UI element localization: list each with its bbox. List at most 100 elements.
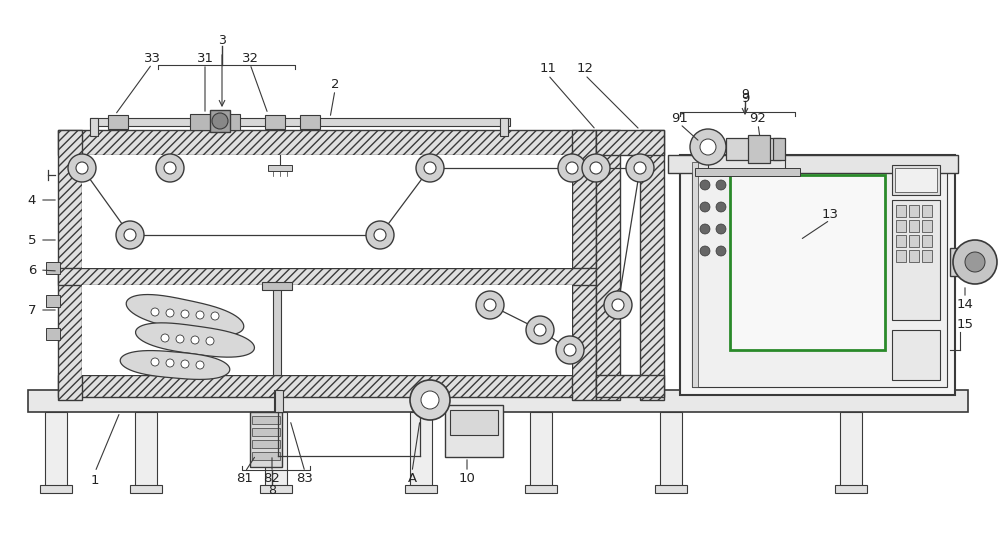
Bar (840, 412, 862, 487)
Bar (45, 412, 67, 487)
Bar (835, 485, 867, 493)
Bar (265, 115, 285, 129)
Bar (300, 115, 320, 129)
Circle shape (484, 299, 496, 311)
Bar (692, 162, 698, 387)
Bar (668, 155, 958, 173)
Text: 11: 11 (540, 61, 556, 74)
Bar (922, 250, 932, 262)
Circle shape (76, 162, 88, 174)
Bar (410, 412, 432, 487)
Circle shape (700, 180, 710, 190)
Bar (748, 135, 770, 163)
Bar (273, 285, 281, 375)
Circle shape (716, 202, 726, 212)
Bar (135, 412, 157, 487)
Circle shape (211, 312, 219, 320)
Bar (892, 200, 940, 320)
Bar (82, 155, 572, 268)
Circle shape (410, 380, 450, 420)
Circle shape (68, 154, 96, 182)
Text: 32: 32 (242, 52, 258, 65)
Bar (909, 220, 919, 232)
Circle shape (161, 334, 169, 342)
Bar (572, 130, 596, 400)
Bar (90, 118, 98, 136)
Bar (596, 130, 620, 400)
Circle shape (953, 240, 997, 284)
Bar (892, 330, 940, 380)
Bar (252, 452, 280, 460)
Bar (726, 138, 781, 160)
Text: 33: 33 (144, 52, 160, 65)
Bar (660, 412, 682, 487)
Polygon shape (126, 294, 244, 335)
Bar (695, 168, 800, 176)
Circle shape (416, 154, 444, 182)
Bar (922, 220, 932, 232)
Circle shape (700, 224, 710, 234)
Circle shape (564, 344, 576, 356)
Circle shape (700, 202, 710, 212)
Bar (405, 485, 437, 493)
Circle shape (181, 360, 189, 368)
Text: A: A (407, 471, 417, 485)
Text: 83: 83 (297, 471, 313, 485)
Bar (895, 168, 937, 192)
Circle shape (700, 139, 716, 155)
Circle shape (124, 229, 136, 241)
Bar (82, 285, 572, 375)
Text: 9: 9 (741, 88, 749, 102)
Circle shape (526, 316, 554, 344)
Text: 82: 82 (264, 471, 280, 485)
Bar (426, 380, 434, 392)
Bar (896, 250, 906, 262)
Bar (250, 412, 282, 467)
Circle shape (716, 180, 726, 190)
Circle shape (176, 335, 184, 343)
Bar (692, 162, 947, 387)
Bar (680, 155, 955, 395)
Bar (58, 130, 82, 400)
Text: 7: 7 (28, 303, 36, 316)
Bar (922, 205, 932, 217)
Bar (922, 235, 932, 247)
Bar (896, 205, 906, 217)
Circle shape (196, 361, 204, 369)
Bar (265, 412, 287, 487)
Text: 91: 91 (672, 111, 688, 124)
Circle shape (166, 359, 174, 367)
Text: 92: 92 (750, 111, 766, 124)
Circle shape (166, 309, 174, 317)
Bar (909, 235, 919, 247)
Bar (40, 485, 72, 493)
Text: 8: 8 (268, 484, 276, 497)
Circle shape (366, 221, 394, 249)
Circle shape (558, 154, 586, 182)
Bar (28, 390, 968, 412)
Bar (892, 165, 940, 195)
Text: 14: 14 (957, 299, 973, 312)
Circle shape (476, 291, 504, 319)
Bar (252, 440, 280, 448)
Text: 31: 31 (196, 52, 214, 65)
Text: 1: 1 (91, 473, 99, 486)
Circle shape (181, 310, 189, 318)
Text: 4: 4 (28, 194, 36, 207)
Bar (525, 485, 557, 493)
Bar (896, 220, 906, 232)
Circle shape (374, 229, 386, 241)
Circle shape (604, 291, 632, 319)
Bar (274, 390, 280, 450)
Bar (190, 114, 240, 130)
Bar (530, 412, 552, 487)
Circle shape (156, 154, 184, 182)
Circle shape (566, 162, 578, 174)
Bar (655, 485, 687, 493)
Bar (58, 130, 596, 155)
Circle shape (690, 129, 726, 165)
Bar (275, 390, 283, 412)
Circle shape (590, 162, 602, 174)
Bar (46, 262, 60, 274)
Polygon shape (120, 351, 230, 379)
